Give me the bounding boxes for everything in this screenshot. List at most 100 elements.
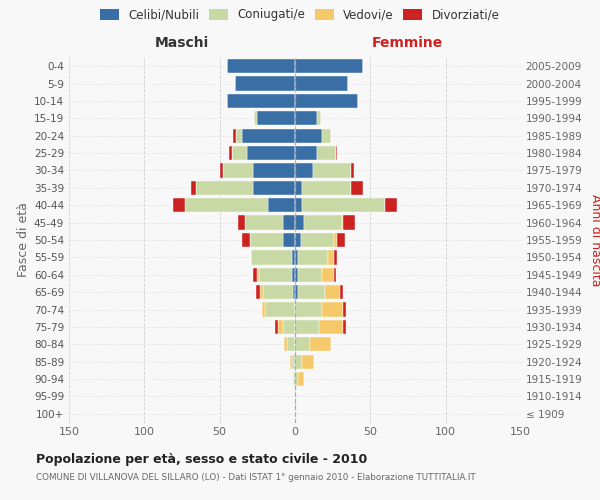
Bar: [310, 337, 331, 351]
Bar: [295, 198, 302, 212]
Bar: [295, 180, 302, 195]
Bar: [295, 164, 313, 177]
Bar: [295, 268, 298, 282]
Bar: [220, 164, 223, 177]
Bar: [304, 216, 341, 230]
Bar: [247, 146, 295, 160]
Bar: [292, 354, 295, 369]
Bar: [283, 320, 295, 334]
Bar: [242, 128, 295, 143]
Bar: [283, 216, 295, 230]
Bar: [295, 320, 319, 334]
Bar: [245, 216, 283, 230]
Bar: [260, 285, 263, 300]
Bar: [185, 198, 268, 212]
Bar: [253, 268, 257, 282]
Bar: [298, 372, 304, 386]
Bar: [319, 320, 343, 334]
Bar: [302, 180, 350, 195]
Bar: [340, 285, 343, 300]
Bar: [334, 268, 335, 282]
Bar: [298, 268, 322, 282]
Bar: [227, 59, 295, 74]
Bar: [292, 250, 295, 264]
Bar: [325, 285, 340, 300]
Bar: [295, 76, 347, 90]
Bar: [295, 128, 322, 143]
Bar: [292, 268, 295, 282]
Bar: [322, 128, 331, 143]
Bar: [235, 76, 295, 90]
Bar: [335, 146, 337, 160]
Bar: [257, 268, 259, 282]
Bar: [295, 354, 302, 369]
Bar: [259, 268, 292, 282]
Bar: [322, 268, 334, 282]
Bar: [295, 302, 322, 316]
Bar: [295, 250, 298, 264]
Bar: [229, 146, 232, 160]
Bar: [295, 216, 304, 230]
Y-axis label: Fasce di età: Fasce di età: [17, 202, 30, 278]
Bar: [301, 233, 334, 247]
Bar: [302, 198, 385, 212]
Bar: [290, 354, 292, 369]
Bar: [298, 285, 325, 300]
Bar: [343, 320, 346, 334]
Bar: [328, 250, 334, 264]
Bar: [313, 164, 350, 177]
Bar: [284, 337, 287, 351]
Bar: [293, 372, 295, 386]
Bar: [295, 337, 310, 351]
Bar: [343, 302, 346, 316]
Bar: [233, 128, 236, 143]
Bar: [236, 128, 242, 143]
Bar: [283, 233, 295, 247]
Bar: [275, 320, 278, 334]
Bar: [256, 285, 260, 300]
Bar: [250, 233, 283, 247]
Bar: [295, 146, 317, 160]
Bar: [343, 216, 355, 230]
Bar: [238, 216, 245, 230]
Bar: [337, 233, 344, 247]
Bar: [334, 250, 337, 264]
Bar: [254, 111, 257, 126]
Bar: [295, 390, 296, 404]
Bar: [232, 146, 247, 160]
Bar: [295, 59, 362, 74]
Legend: Celibi/Nubili, Coniugati/e, Vedovi/e, Divorziati/e: Celibi/Nubili, Coniugati/e, Vedovi/e, Di…: [100, 8, 500, 22]
Bar: [385, 198, 397, 212]
Text: Popolazione per età, sesso e stato civile - 2010: Popolazione per età, sesso e stato civil…: [36, 452, 367, 466]
Bar: [262, 302, 265, 316]
Bar: [295, 94, 358, 108]
Bar: [295, 233, 301, 247]
Text: Femmine: Femmine: [372, 36, 443, 50]
Bar: [293, 285, 295, 300]
Bar: [334, 233, 337, 247]
Bar: [223, 164, 253, 177]
Bar: [196, 180, 253, 195]
Bar: [350, 180, 362, 195]
Bar: [265, 302, 295, 316]
Bar: [317, 111, 320, 126]
Bar: [287, 337, 295, 351]
Bar: [302, 354, 314, 369]
Bar: [253, 180, 295, 195]
Bar: [278, 320, 283, 334]
Bar: [263, 285, 293, 300]
Y-axis label: Anni di nascita: Anni di nascita: [589, 194, 600, 286]
Bar: [350, 164, 353, 177]
Bar: [341, 216, 343, 230]
Bar: [227, 94, 295, 108]
Bar: [173, 198, 185, 212]
Bar: [257, 111, 295, 126]
Bar: [298, 250, 328, 264]
Bar: [295, 111, 317, 126]
Bar: [322, 302, 343, 316]
Bar: [295, 372, 298, 386]
Text: COMUNE DI VILLANOVA DEL SILLARO (LO) - Dati ISTAT 1° gennaio 2010 - Elaborazione: COMUNE DI VILLANOVA DEL SILLARO (LO) - D…: [36, 472, 476, 482]
Bar: [242, 233, 250, 247]
Bar: [268, 198, 295, 212]
Bar: [253, 164, 295, 177]
